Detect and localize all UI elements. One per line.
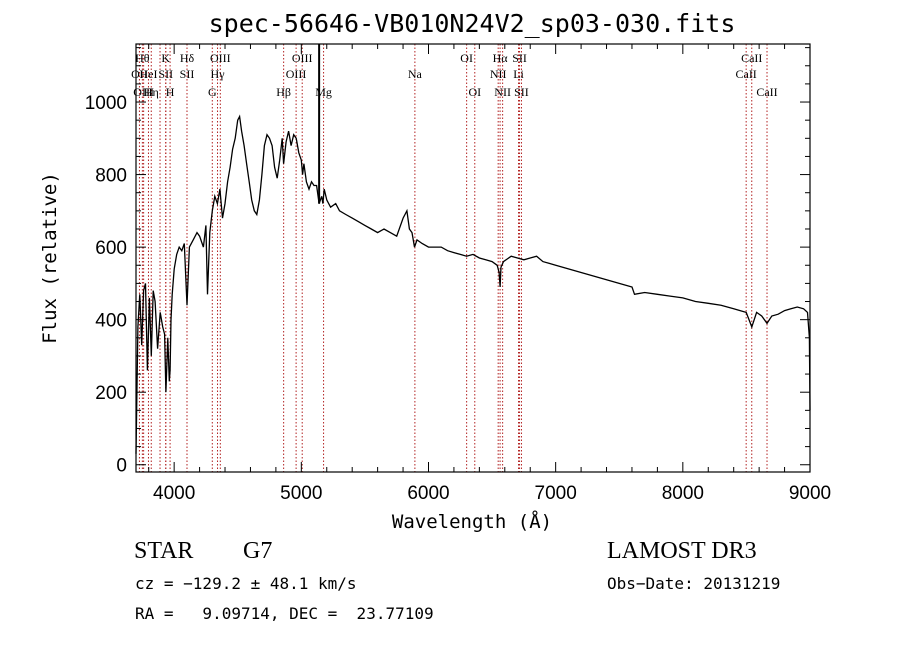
spectral-line-label: SII [158, 67, 173, 81]
tick-label: 800 [95, 166, 127, 187]
y-axis-label: Flux (relative) [39, 172, 61, 344]
spectrum-line [135, 114, 811, 454]
spectral-line-label: CaII [756, 85, 777, 99]
observation-date: Obs−Date: 20131219 [607, 574, 781, 593]
spectral-line-labels: OII Hθ OIII HeI Hη K SII H Hδ SII G Hγ OIII Hβ OIII OII… [131, 51, 778, 99]
spectral-line-label: OI [468, 85, 481, 99]
spectral-line-label: NII [494, 85, 511, 99]
spectral-line-label: SII [512, 51, 527, 65]
spectral-line-label: NII [490, 67, 507, 81]
spectral-line-label: G [208, 85, 217, 99]
spectral-line-markers [138, 44, 768, 472]
spectral-line-label: Hη [144, 85, 159, 99]
spectral-line-label: SII [180, 67, 195, 81]
tick-label: 1000 [85, 93, 127, 114]
redshift-velocity: cz = −129.2 ± 48.1 km/s [135, 574, 357, 593]
tick-label: 200 [95, 383, 127, 404]
spectral-line-label: Hθ [135, 51, 150, 65]
spectral-line-label: H [166, 85, 175, 99]
spectral-line-label: Hδ [180, 51, 195, 65]
survey-name: LAMOST DR3 [607, 538, 757, 564]
spectral-line-label: Hγ [211, 67, 226, 81]
spectral-line-label: OIII [133, 85, 154, 99]
tick-label: 9000 [789, 483, 831, 504]
axis-ticks: 4000 5000 6000 7000 8000 9000 0 200 400 600 800 100… [85, 44, 831, 504]
tick-label: 0 [116, 456, 127, 477]
spectral-line-label: OI [460, 51, 473, 65]
tick-label: 4000 [153, 483, 195, 504]
spectral-line-label: HeI [139, 67, 157, 81]
spectral-line-label: Mg [315, 85, 332, 99]
spectral-line-label: CaII [735, 67, 756, 81]
spectral-line-label: Na [408, 67, 423, 81]
tick-label: 6000 [407, 483, 449, 504]
chart-title: spec-56646-VB010N24V2_sp03-030.fits [209, 9, 736, 38]
spectral-line-label: K [161, 51, 170, 65]
spectral-line-label: Hα [493, 51, 509, 65]
x-axis-label: Wavelength (Å) [392, 510, 552, 533]
object-subclass: G7 [243, 538, 273, 564]
spectral-line-label: SII [514, 85, 529, 99]
plot-frame [135, 43, 811, 473]
spectral-line-label: Li [513, 67, 524, 81]
spectral-line-label: OIII [292, 51, 313, 65]
tick-label: 400 [95, 311, 127, 332]
tick-label: 5000 [280, 483, 322, 504]
spectral-line-label: OII [131, 67, 148, 81]
tick-label: 8000 [662, 483, 704, 504]
spectral-line-label: CaII [741, 51, 762, 65]
coordinates: RA = 9.09714, DEC = 23.77109 [135, 604, 434, 623]
tick-label: 7000 [535, 483, 577, 504]
tick-label: 600 [95, 238, 127, 259]
spectral-line-label: OIII [286, 67, 307, 81]
object-class: STAR [134, 538, 194, 564]
spectral-line-label: OIII [210, 51, 231, 65]
spectral-line-label: Hβ [276, 85, 291, 99]
